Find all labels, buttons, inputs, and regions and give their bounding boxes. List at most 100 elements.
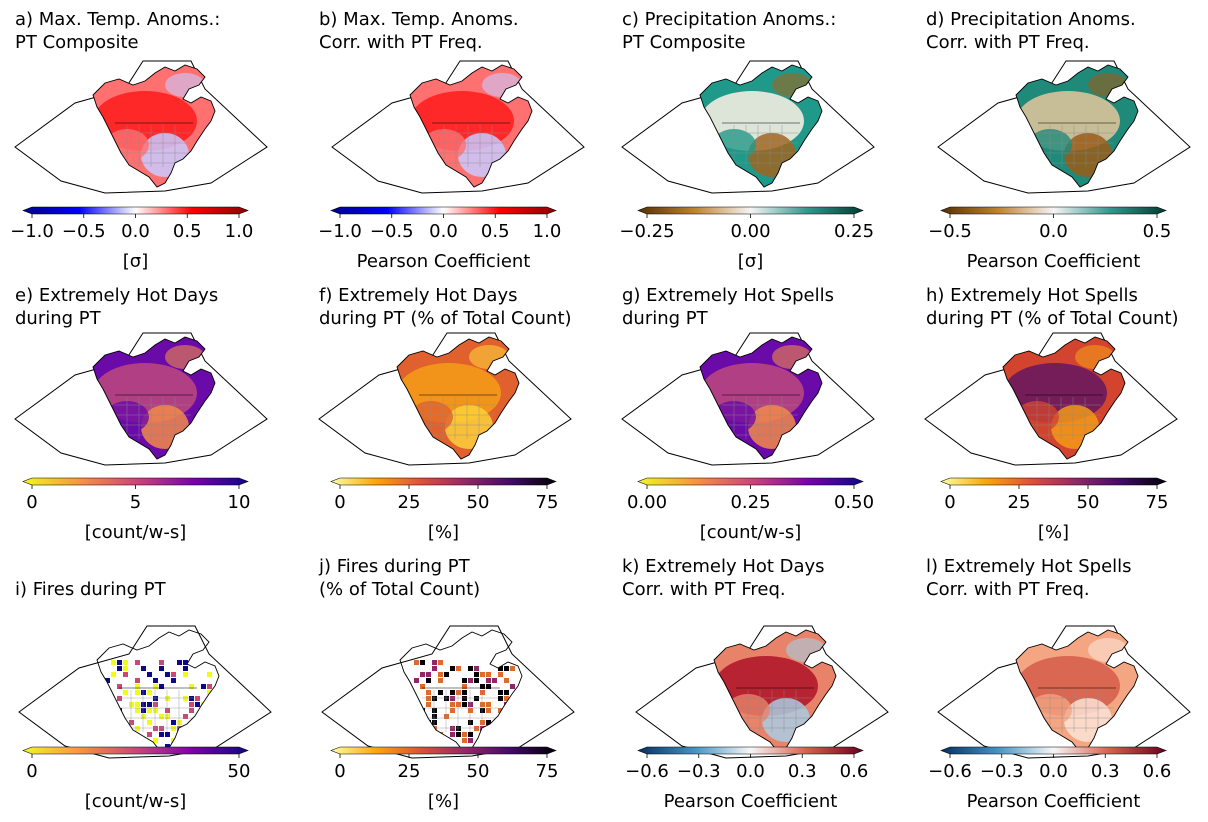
colorbar-tick-label: −0.25	[619, 221, 674, 242]
colorbar-tick-label: 75	[1146, 492, 1169, 513]
state-borders	[1038, 690, 1114, 732]
colorbar-gradient	[637, 477, 864, 486]
colorbar-tick-label: 25	[1008, 492, 1031, 513]
colorbar-a: −1.0 −0.5 0.0 0.5 1.0	[10, 206, 253, 242]
coastline	[1002, 336, 1126, 460]
coastline	[713, 629, 837, 753]
colorbar-unit: [%]	[427, 791, 460, 812]
colorbar-tick-label: 0.50	[834, 492, 874, 513]
colorbar-tick-label: 0	[334, 492, 345, 513]
coastline	[1015, 64, 1139, 188]
colorbar-tick-label: 0	[944, 492, 955, 513]
colorbar-tick-label: 0.25	[730, 492, 770, 513]
colorbar-i: 0 50	[22, 746, 251, 782]
colorbar-tick-label: 0.5	[173, 221, 202, 242]
colorbar-f: 0 25 50 75	[330, 477, 558, 513]
map-field	[410, 65, 532, 187]
map-f	[318, 332, 572, 466]
colorbar-d: −0.5 0.0 0.5	[928, 206, 1171, 242]
coastline	[699, 336, 823, 460]
colorbar-tick-label: 50	[467, 761, 490, 782]
panel-title: a) Max. Temp. Anoms.: PT Composite	[15, 9, 221, 53]
colorbar-gradient	[22, 746, 249, 755]
panel-title: h) Extremely Hot Spells during PT (% of T…	[926, 285, 1179, 329]
colorbar-tick-label: 0.5	[1143, 221, 1172, 242]
map-l	[937, 625, 1191, 759]
colorbar-tick-label: 25	[398, 761, 421, 782]
map-boundary	[321, 625, 575, 759]
colorbar-tick-label: 0.0	[1039, 761, 1068, 782]
colorbar-tick-label: 0.5	[481, 221, 510, 242]
coastline	[396, 336, 520, 460]
colorbar-tick-label: −1.0	[10, 221, 54, 242]
panel-title: g) Extremely Hot Spells during PT	[622, 285, 834, 329]
colorbar-gradient	[940, 746, 1167, 755]
map-h	[924, 332, 1178, 466]
colorbar-gradient	[940, 206, 1167, 215]
colorbar-gradient	[940, 477, 1167, 486]
coastline	[92, 64, 216, 188]
colorbar-tick-label: 50	[228, 761, 251, 782]
colorbar-j: 0 25 50 75	[330, 746, 558, 782]
colorbar-unit: Pearson Coefficient	[663, 791, 838, 812]
colorbar-tick-label: 1.0	[225, 221, 254, 242]
panel-title: j) Fires during PT (% of Total Count)	[319, 556, 481, 600]
colorbar-tick-label: 0.6	[840, 761, 869, 782]
colorbar-b: −1.0 −0.5 0.0 0.5 1.0	[318, 206, 561, 242]
colorbar-tick-label: −0.5	[928, 221, 972, 242]
coastline	[92, 336, 216, 460]
colorbar-tick-label: −0.5	[370, 221, 414, 242]
colorbar-l: −0.6 −0.3 0.0 0.3 0.6	[928, 746, 1171, 782]
colorbar-tick-label: −0.3	[677, 761, 721, 782]
colorbar-gradient	[637, 206, 864, 215]
colorbar-tick-label: 0.0	[1039, 221, 1068, 242]
panel-j: j) Fires during PT (% of Total Count)	[319, 555, 599, 815]
panel-b: b) Max. Temp. Anoms. Corr. with PT Freq.	[319, 8, 599, 278]
colorbar-tick-label: 0.00	[730, 221, 770, 242]
panel-d: d) Precipitation Anoms. Corr. with PT Fre…	[926, 8, 1206, 278]
panel-title: b) Max. Temp. Anoms. Corr. with PT Freq.	[319, 9, 519, 53]
colorbar-unit: Pearson Coefficient	[356, 251, 531, 272]
coastline	[399, 629, 523, 753]
colorbar-unit: [σ]	[122, 251, 149, 272]
colorbar-tick-label: 0.0	[429, 221, 458, 242]
colorbar-tick-label: −0.6	[625, 761, 669, 782]
colorbar-gradient	[22, 206, 249, 215]
map-c	[621, 60, 875, 194]
colorbar-tick-label: −0.5	[62, 221, 106, 242]
panel-title: i) Fires during PT	[15, 579, 166, 600]
colorbar-k: −0.6 −0.3 0.0 0.3 0.6	[625, 746, 868, 782]
colorbar-c: −0.25 0.00 0.25	[619, 206, 874, 242]
colorbar-tick-label: 10	[228, 492, 251, 513]
colorbar-tick-label: 0.6	[1143, 761, 1172, 782]
panel-title: c) Precipitation Anoms.: PT Composite	[622, 9, 837, 53]
panel-k: k) Extremely Hot Days Corr. with PT Freq.	[622, 555, 902, 815]
panel-g: g) Extremely Hot Spells during PT	[622, 284, 902, 554]
colorbar-tick-label: 0.3	[1091, 761, 1120, 782]
colorbar-unit: [count/w-s]	[699, 522, 802, 543]
colorbar-unit: [count/w-s]	[84, 522, 187, 543]
panel-l: l) Extremely Hot Spells Corr. with PT Fre…	[926, 555, 1206, 815]
colorbar-g: 0.00 0.25 0.50	[627, 477, 874, 513]
panel-title: k) Extremely Hot Days Corr. with PT Freq.	[622, 556, 825, 600]
colorbar-e: 0 5 10	[22, 477, 251, 513]
map-d	[937, 60, 1191, 194]
colorbar-tick-label: 0	[334, 761, 345, 782]
colorbar-tick-label: 1.0	[533, 221, 562, 242]
coastline	[409, 64, 533, 188]
colorbar-tick-label: 25	[398, 492, 421, 513]
colorbar-unit: Pearson Coefficient	[966, 251, 1141, 272]
colorbar-tick-label: 0.0	[121, 221, 150, 242]
colorbar-unit: Pearson Coefficient	[966, 791, 1141, 812]
map-b	[331, 60, 585, 194]
colorbar-tick-label: −0.6	[928, 761, 972, 782]
colorbar-tick-label: 0	[26, 492, 37, 513]
colorbar-unit: [σ]	[737, 251, 764, 272]
map-i	[18, 625, 272, 759]
map-k	[635, 625, 889, 759]
colorbar-tick-label: 5	[130, 492, 141, 513]
panel-i: i) Fires during PT	[15, 578, 295, 818]
colorbar-gradient	[330, 477, 557, 486]
colorbar-unit: [count/w-s]	[84, 791, 187, 812]
colorbar-tick-label: 0.00	[627, 492, 667, 513]
